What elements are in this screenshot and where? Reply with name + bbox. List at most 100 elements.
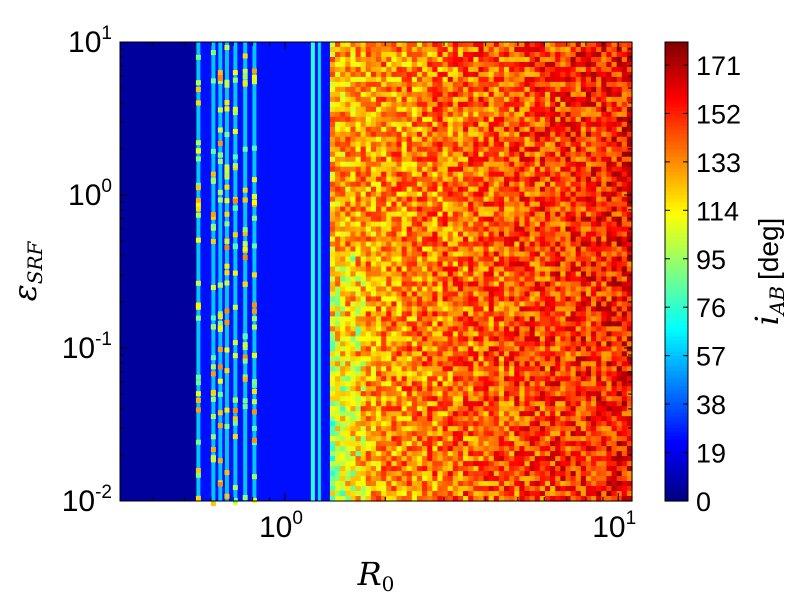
heatmap-cell	[611, 171, 618, 178]
heatmap-cell	[391, 226, 398, 233]
heatmap-cell	[560, 321, 567, 327]
heatmap-cell	[534, 426, 541, 432]
heatmap-cell	[391, 421, 398, 427]
heatmap-cell	[596, 321, 602, 327]
heatmap-cell	[534, 431, 541, 437]
heatmap-cell	[422, 431, 428, 437]
heatmap-cell	[626, 326, 633, 332]
heatmap-cell	[381, 221, 387, 228]
heatmap-cell	[329, 211, 336, 218]
heatmap-cell	[493, 101, 500, 108]
heatmap-cell	[401, 301, 408, 308]
heatmap-cell	[457, 431, 464, 437]
heatmap-cell	[381, 321, 387, 327]
heatmap-cell	[427, 256, 433, 263]
heatmap-cell	[422, 456, 428, 462]
heatmap-cell	[360, 371, 367, 377]
heatmap-cell	[478, 396, 485, 402]
heatmap-cell	[621, 246, 628, 253]
heatmap-cell	[514, 346, 520, 352]
heatmap-cell	[550, 391, 556, 397]
heatmap-cell	[365, 56, 372, 63]
heatmap-cell	[365, 461, 372, 467]
heatmap-cell	[422, 151, 428, 158]
heatmap-cell	[544, 291, 551, 298]
heatmap-cell	[411, 436, 418, 442]
heatmap-cell	[555, 126, 561, 133]
heatmap-cell	[468, 346, 474, 352]
heatmap-cell	[509, 316, 515, 322]
heatmap-cell	[606, 181, 613, 188]
heatmap-cell	[447, 326, 454, 332]
heatmap-cell	[621, 136, 628, 143]
heatmap-cell	[370, 141, 377, 148]
heatmap-cell	[422, 61, 428, 68]
heatmap-cell	[355, 241, 362, 248]
heatmap-cell	[580, 381, 587, 387]
heatmap-cell	[370, 276, 377, 283]
heatmap-cell	[539, 46, 546, 53]
heatmap-cell	[416, 91, 423, 98]
heatmap-cell	[335, 426, 341, 432]
heatmap-cell	[611, 351, 618, 357]
heatmap-cell	[550, 281, 556, 288]
heatmap-cell	[473, 311, 479, 317]
heatmap-cell	[370, 246, 377, 253]
heatmap-cell	[493, 231, 500, 238]
heatmap-cell	[422, 241, 428, 248]
heatmap-cell	[585, 296, 592, 303]
heatmap-cell	[365, 391, 372, 397]
heatmap-cell	[514, 121, 520, 128]
heatmap-cell	[401, 271, 408, 278]
heatmap-cell	[498, 161, 505, 168]
heatmap-cell	[329, 201, 336, 208]
heatmap-cell	[524, 226, 531, 233]
heatmap-cell	[616, 116, 623, 123]
heatmap-cell	[550, 421, 556, 427]
heatmap-cell	[463, 116, 469, 123]
heatmap-cell	[509, 51, 515, 58]
heatmap-cell	[601, 356, 607, 362]
heatmap-cell	[560, 61, 567, 68]
heatmap-cell	[365, 376, 372, 382]
heatmap-cell	[427, 301, 433, 308]
heatmap-cell	[626, 241, 633, 248]
heatmap-cell	[468, 231, 474, 238]
heatmap-cell	[396, 66, 403, 73]
heatmap-cell	[483, 106, 490, 113]
heatmap-cell	[416, 226, 423, 233]
heatmap-cell	[524, 146, 531, 153]
heatmap-cell	[376, 231, 382, 238]
heatmap-cell	[591, 66, 597, 73]
heatmap-cell	[406, 86, 413, 93]
heatmap-cell	[498, 181, 505, 188]
heatmap-cell	[580, 286, 587, 293]
heatmap-cell	[401, 111, 408, 118]
heatmap-cell	[498, 296, 505, 303]
heatmap-cell	[370, 451, 377, 457]
heatmap-cell	[416, 206, 423, 213]
heatmap-cell	[365, 76, 372, 83]
heatmap-cell	[509, 461, 515, 467]
heatmap-cell	[401, 386, 408, 392]
heatmap-cell	[329, 236, 336, 243]
heatmap-cell	[468, 451, 474, 457]
heatmap-cell	[514, 141, 520, 148]
heatmap-cell	[596, 376, 602, 382]
heatmap-cell	[355, 291, 362, 298]
heatmap-cell	[468, 136, 474, 143]
heatmap-cell	[427, 296, 433, 303]
heatmap-cell	[442, 421, 449, 427]
heatmap-cell	[360, 246, 367, 253]
heatmap-cell	[432, 61, 439, 68]
heatmap-cell	[381, 421, 387, 427]
heatmap-cell	[457, 301, 464, 308]
heatmap-cell	[447, 371, 454, 377]
heatmap-cell	[437, 311, 444, 317]
heatmap-cell	[401, 131, 408, 138]
heatmap-cell	[621, 196, 628, 203]
heatmap-cell	[504, 391, 510, 397]
heatmap-cell	[381, 156, 387, 163]
heatmap-cell	[437, 301, 444, 308]
heatmap-cell	[580, 436, 587, 442]
